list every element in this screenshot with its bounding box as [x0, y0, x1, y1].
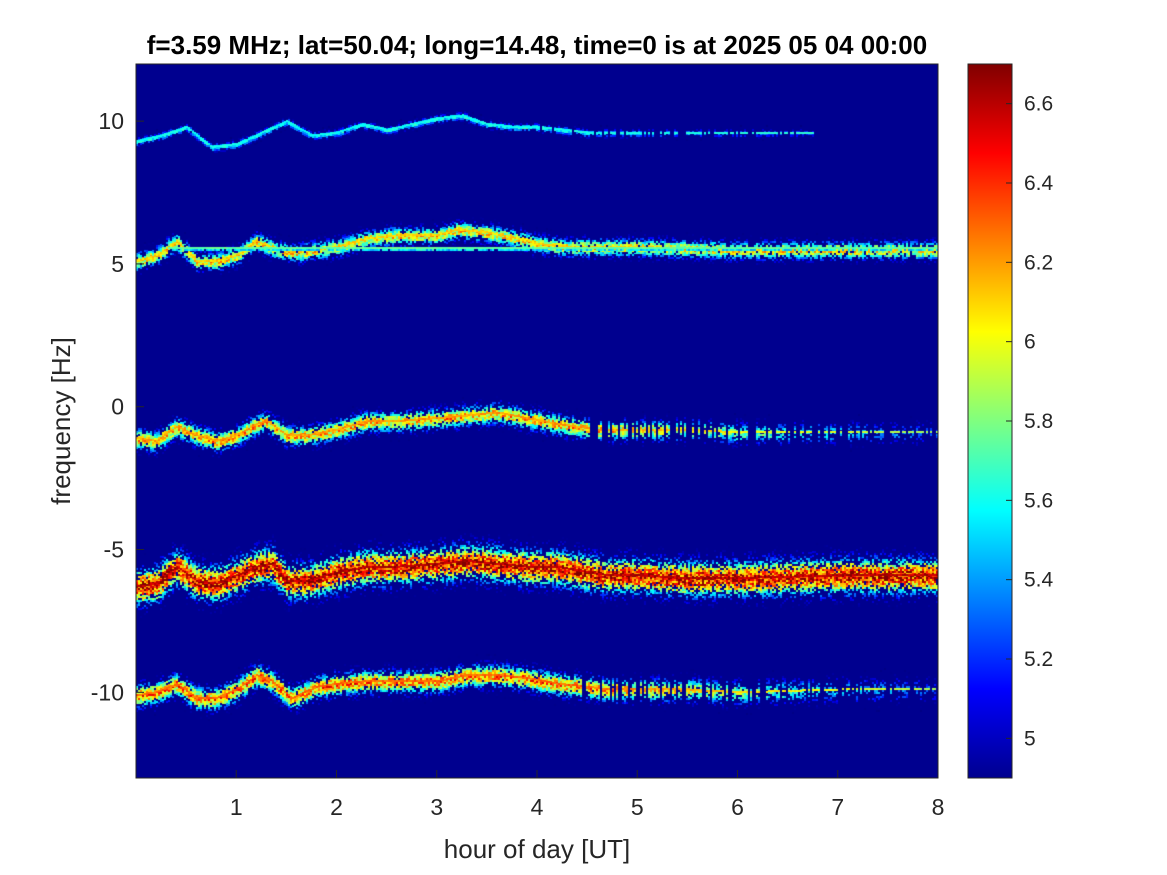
plot-area: [135, 63, 939, 779]
x-tick-label: 5: [631, 794, 644, 820]
x-tick-label: 2: [330, 794, 343, 820]
x-tick-label: 8: [932, 794, 945, 820]
x-tick-label: 7: [831, 794, 844, 820]
colorbar-tick-label: 6.4: [1024, 172, 1054, 195]
x-tick-label: 3: [430, 794, 443, 820]
colorbar-ticks: 5 5.2 5.4 5.6 5.8 6 6.2 6.4 6.6: [1006, 93, 1054, 750]
x-axis: 1 2 3 4 5 6 7 8: [230, 770, 945, 820]
colorbar-tick-label: 5.8: [1024, 410, 1053, 433]
x-tick-label: 4: [531, 794, 544, 820]
colorbar-tick-label: 6: [1024, 331, 1036, 354]
y-tick-label: -5: [104, 537, 124, 563]
y-axis: -10 -5 0 5 10: [91, 108, 144, 705]
colorbar-gradient: [968, 64, 1012, 778]
colorbar-tick-label: 5.6: [1024, 489, 1053, 512]
heatmap-canvas: [136, 64, 938, 778]
y-tick-label: 10: [98, 108, 124, 134]
y-tick-label: -10: [91, 679, 124, 705]
colorbar: 5 5.2 5.4 5.6 5.8 6 6.2 6.4 6.6: [967, 63, 1054, 779]
colorbar-tick-label: 6.2: [1024, 251, 1053, 274]
colorbar-tick-label: 5.2: [1024, 648, 1053, 671]
y-tick-label: 0: [111, 394, 124, 420]
chart-title: f=3.59 MHz; lat=50.04; long=14.48, time=…: [147, 30, 927, 60]
x-tick-label: 6: [731, 794, 744, 820]
colorbar-tick-label: 5: [1024, 727, 1036, 750]
x-tick-label: 1: [230, 794, 243, 820]
colorbar-tick-label: 6.6: [1024, 93, 1053, 116]
y-axis-label: frequency [Hz]: [46, 337, 76, 505]
x-axis-label: hour of day [UT]: [444, 834, 630, 864]
y-tick-label: 5: [111, 251, 124, 277]
colorbar-tick-label: 5.4: [1024, 569, 1054, 592]
